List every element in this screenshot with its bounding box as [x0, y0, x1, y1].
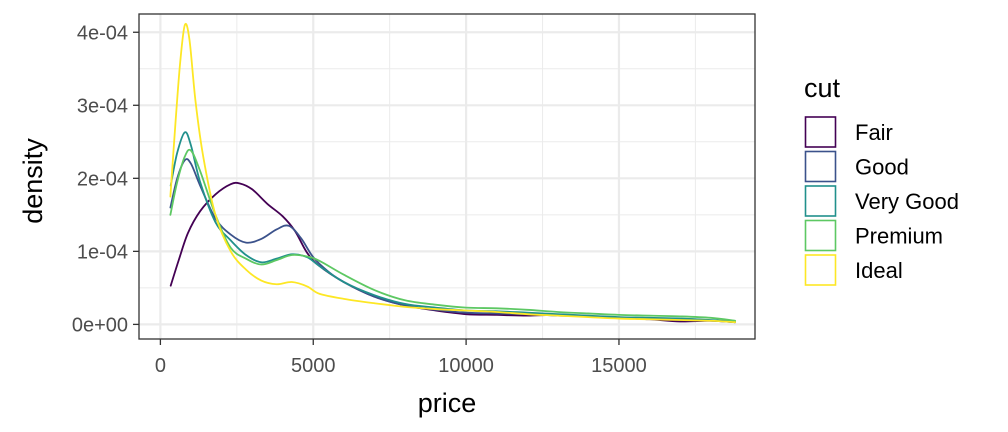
plot-panel — [138, 13, 756, 340]
legend-label-ideal: Ideal — [855, 258, 903, 283]
density-line-very-good — [169, 131, 737, 323]
legend-label-very-good: Very Good — [855, 189, 959, 214]
x-tick-label: 10000 — [438, 355, 494, 377]
legend-key-ideal — [804, 254, 837, 286]
legend-key-good — [804, 150, 837, 183]
legend-item-fair: Fair — [804, 116, 893, 148]
legend-item-ideal: Ideal — [804, 254, 903, 286]
x-tick-label: 0 — [155, 355, 166, 377]
density-line-premium — [169, 148, 737, 322]
y-tick-label: 4e-04 — [77, 22, 128, 44]
legend-title: cut — [804, 73, 841, 103]
legend-item-very-good: Very Good — [804, 185, 959, 217]
x-axis-title: price — [418, 388, 477, 418]
density-lines — [169, 23, 737, 324]
legend-key-premium — [804, 219, 837, 252]
y-axis-title: density — [18, 138, 48, 224]
legend-label-good: Good — [855, 155, 909, 180]
legend-label-premium: Premium — [855, 224, 943, 249]
y-tick-label: 1e-04 — [77, 241, 128, 263]
legend-key-very-good — [804, 185, 837, 217]
legend-label-fair: Fair — [855, 120, 893, 145]
minor-gridlines — [139, 14, 755, 339]
density-line-ideal — [169, 23, 737, 324]
legend-key-fair — [804, 116, 837, 148]
legend-item-premium: Premium — [804, 219, 943, 252]
axis-ticks — [133, 31, 620, 345]
y-tick-label: 0e+00 — [72, 314, 128, 336]
tick-labels: 0 5000 10000 15000 0e+00 1e-04 2e-04 3e-04 4e-04 — [72, 22, 647, 377]
y-tick-label: 3e-04 — [77, 95, 128, 117]
panel-border — [138, 13, 756, 340]
x-tick-label: 15000 — [591, 355, 647, 377]
legend: cut Fair Good Very Good Premium Ideal — [804, 73, 959, 286]
legend-item-good: Good — [804, 150, 909, 183]
y-tick-label: 2e-04 — [77, 168, 128, 190]
x-tick-label: 5000 — [291, 355, 336, 377]
panel-background — [139, 14, 755, 339]
